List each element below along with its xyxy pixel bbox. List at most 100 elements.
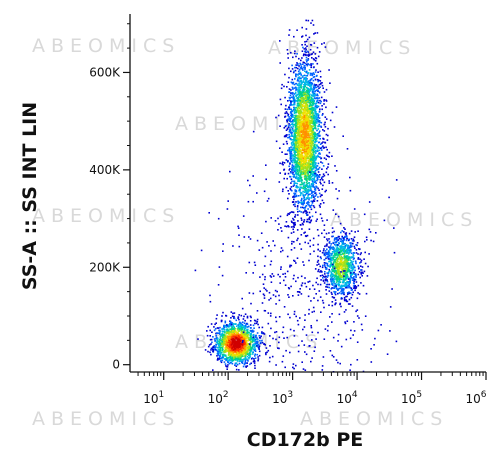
event-dot — [315, 146, 317, 149]
event-dot — [234, 341, 237, 343]
event-dot — [239, 348, 242, 350]
event-dot — [303, 114, 306, 117]
event-dot — [237, 355, 239, 357]
event-dot — [317, 116, 320, 119]
event-dot — [224, 342, 227, 344]
event-dot — [305, 185, 307, 187]
event-dot — [291, 166, 293, 169]
event-dot — [329, 264, 332, 266]
event-dot — [224, 325, 227, 327]
event-dot — [352, 260, 354, 263]
event-dot — [231, 322, 234, 324]
event-dot — [312, 141, 314, 143]
event-dot — [321, 108, 323, 111]
event-dot — [360, 261, 362, 263]
event-dot — [238, 343, 240, 345]
event-dot — [303, 143, 306, 146]
event-dot — [300, 180, 303, 182]
event-dot — [313, 100, 316, 102]
event-dot — [303, 172, 306, 175]
event-dot — [326, 139, 329, 141]
event-dot — [340, 249, 342, 252]
event-dot — [282, 143, 285, 145]
event-dot — [303, 219, 306, 221]
event-dot — [261, 331, 263, 333]
event-dot — [227, 361, 229, 363]
event-dot — [322, 129, 324, 131]
event-dot — [308, 179, 311, 181]
event-dot — [310, 142, 313, 144]
event-dot — [342, 267, 345, 269]
event-dot — [241, 328, 244, 331]
event-dot — [243, 332, 246, 335]
event-dot — [303, 119, 305, 122]
event-dot — [297, 146, 299, 148]
event-dot — [237, 351, 239, 354]
event-dot — [312, 156, 315, 159]
event-dot — [318, 189, 320, 191]
event-dot — [303, 166, 305, 168]
event-dot — [314, 32, 316, 34]
event-dot — [249, 339, 251, 341]
event-dot — [299, 114, 302, 116]
event-dot — [301, 145, 304, 148]
event-dot — [307, 144, 310, 147]
event-dot — [296, 97, 298, 100]
event-dot — [295, 116, 298, 119]
event-dot — [219, 337, 222, 340]
event-dot — [344, 267, 347, 270]
event-dot — [287, 136, 289, 139]
event-dot — [300, 201, 302, 204]
event-dot — [308, 144, 311, 147]
event-dot — [296, 126, 299, 128]
event-dot — [248, 352, 250, 355]
event-dot — [300, 162, 303, 165]
event-dot — [228, 338, 231, 340]
event-dot — [240, 343, 243, 345]
event-dot — [311, 106, 314, 109]
event-dot — [307, 90, 309, 93]
event-dot — [284, 172, 287, 175]
event-dot — [353, 282, 355, 285]
event-dot — [309, 157, 311, 160]
event-dot — [258, 345, 261, 348]
event-dot — [325, 133, 328, 136]
event-dot — [312, 149, 314, 152]
event-dot — [300, 77, 303, 80]
event-dot — [312, 120, 315, 123]
event-dot — [310, 176, 313, 178]
event-dot — [249, 363, 251, 366]
event-dot — [286, 153, 288, 155]
event-dot — [235, 362, 238, 364]
event-dot — [320, 100, 322, 103]
event-dot — [238, 351, 240, 353]
event-dot — [319, 138, 321, 140]
event-dot — [301, 152, 304, 154]
event-dot — [295, 175, 298, 178]
event-dot — [339, 278, 342, 280]
event-dot — [210, 349, 212, 351]
event-dot — [297, 158, 299, 160]
event-dot — [240, 336, 243, 338]
event-dot — [218, 351, 221, 353]
event-dot — [297, 130, 300, 132]
event-dot — [313, 124, 316, 127]
event-dot — [317, 168, 319, 171]
event-dot — [323, 99, 325, 101]
event-dot — [243, 327, 246, 330]
event-dot — [304, 68, 306, 70]
event-dot — [252, 346, 254, 348]
event-dot — [318, 91, 321, 94]
event-dot — [223, 340, 226, 343]
event-dot — [299, 155, 302, 158]
event-dot — [309, 133, 312, 136]
event-dot — [297, 200, 299, 203]
event-dot — [224, 354, 227, 356]
event-dot — [307, 220, 309, 223]
event-dot — [231, 326, 233, 328]
event-dot — [303, 157, 306, 160]
event-dot — [233, 356, 235, 358]
event-dot — [244, 360, 247, 362]
event-dot — [297, 77, 300, 80]
event-dot — [306, 64, 309, 67]
